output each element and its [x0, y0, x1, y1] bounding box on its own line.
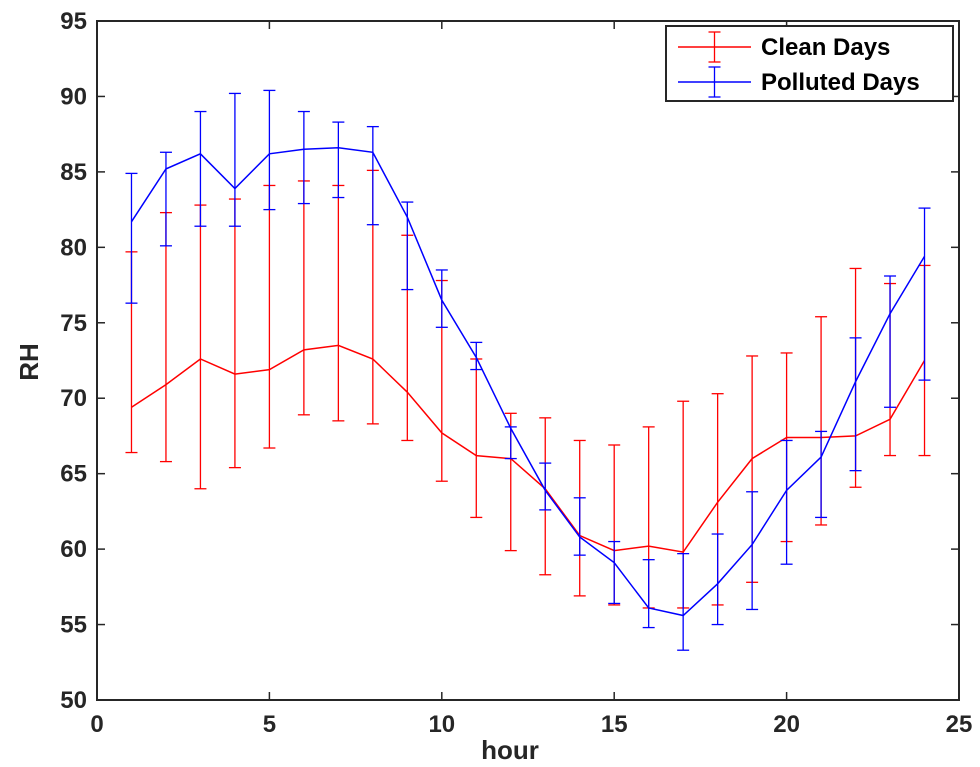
y-tick-label: 80	[60, 234, 87, 261]
y-axis-label: RH	[14, 343, 44, 381]
y-tick-label: 70	[60, 385, 87, 412]
data-layer	[125, 89, 931, 651]
y-tick-label: 65	[60, 461, 87, 488]
y-tick-label: 75	[60, 310, 87, 337]
y-tick-label: 85	[60, 159, 87, 186]
series-clean-days	[125, 169, 931, 609]
x-tick-label: 0	[90, 711, 103, 738]
legend-label: Clean Days	[761, 34, 890, 61]
x-tick-label: 5	[263, 711, 276, 738]
x-tick-label: 15	[601, 711, 628, 738]
y-tick-label: 95	[60, 8, 87, 35]
legend-box	[665, 25, 954, 102]
y-tick-label: 55	[60, 612, 87, 639]
series-line	[130, 146, 926, 617]
x-axis-label: hour	[481, 735, 539, 765]
y-tick-label: 50	[60, 687, 87, 714]
x-tick-label: 20	[773, 711, 800, 738]
series-polluted-days	[125, 89, 931, 651]
plot-area	[96, 20, 960, 701]
y-tick-label: 60	[60, 536, 87, 563]
series-line	[131, 344, 926, 553]
ticks-layer: 0 5 10 15 20 25 50 55 60 65 70 75 80 85 90 95	[60, 8, 972, 738]
legend: Clean Days Polluted Days	[665, 25, 954, 102]
legend-label: Polluted Days	[761, 69, 920, 96]
x-tick-label: 25	[946, 711, 973, 738]
x-tick-label: 10	[428, 711, 455, 738]
y-tick-label: 90	[60, 83, 87, 110]
